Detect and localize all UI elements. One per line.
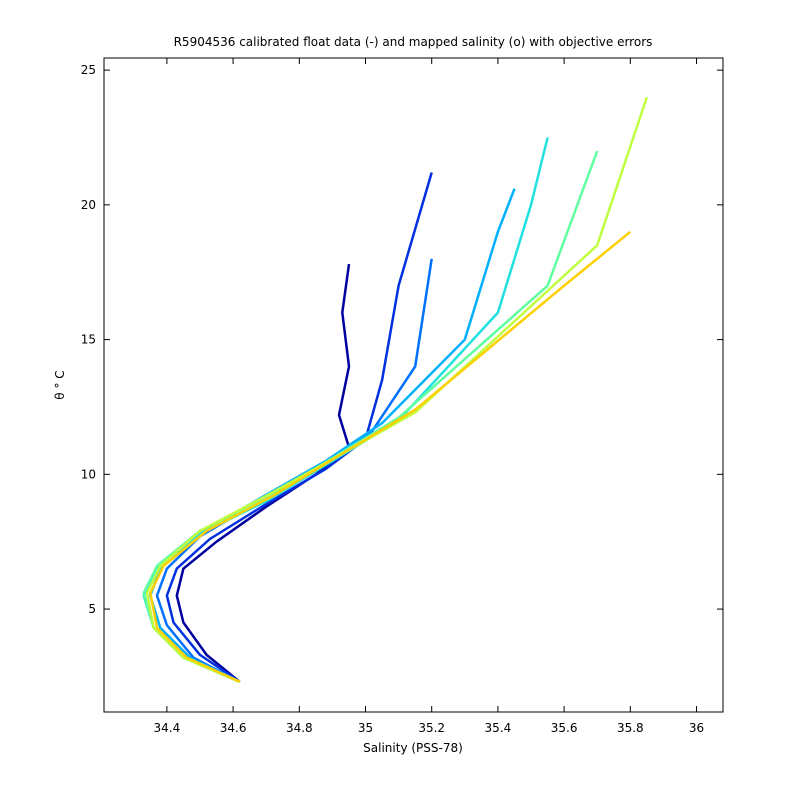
x-tick-label: 34.6 (220, 721, 247, 735)
x-tick-label: 35.2 (418, 721, 445, 735)
profile-line (149, 230, 632, 683)
y-tick-label: 20 (81, 198, 96, 212)
x-tick-label: 35.4 (485, 721, 512, 735)
y-tick-label: 15 (81, 333, 96, 347)
y-tick-label: 5 (88, 602, 96, 616)
chart-title: R5904536 calibrated float data (-) and m… (174, 35, 653, 49)
y-tick-label: 10 (81, 467, 96, 481)
x-tick-label: 35.8 (617, 721, 644, 735)
y-axis-label: θ ° C (53, 370, 67, 399)
x-tick-label: 35.6 (551, 721, 578, 735)
x-axis-label: Salinity (PSS-78) (363, 741, 463, 755)
plot-frame (103, 57, 724, 713)
y-tick-label: 25 (81, 63, 96, 77)
profile-line (175, 263, 351, 683)
x-tick-label: 35 (358, 721, 373, 735)
x-tick-label: 34.4 (154, 721, 181, 735)
x-tick-label: 36 (689, 721, 704, 735)
profile-line (145, 96, 649, 683)
x-tick-label: 34.8 (286, 721, 313, 735)
profile-line (165, 172, 433, 683)
